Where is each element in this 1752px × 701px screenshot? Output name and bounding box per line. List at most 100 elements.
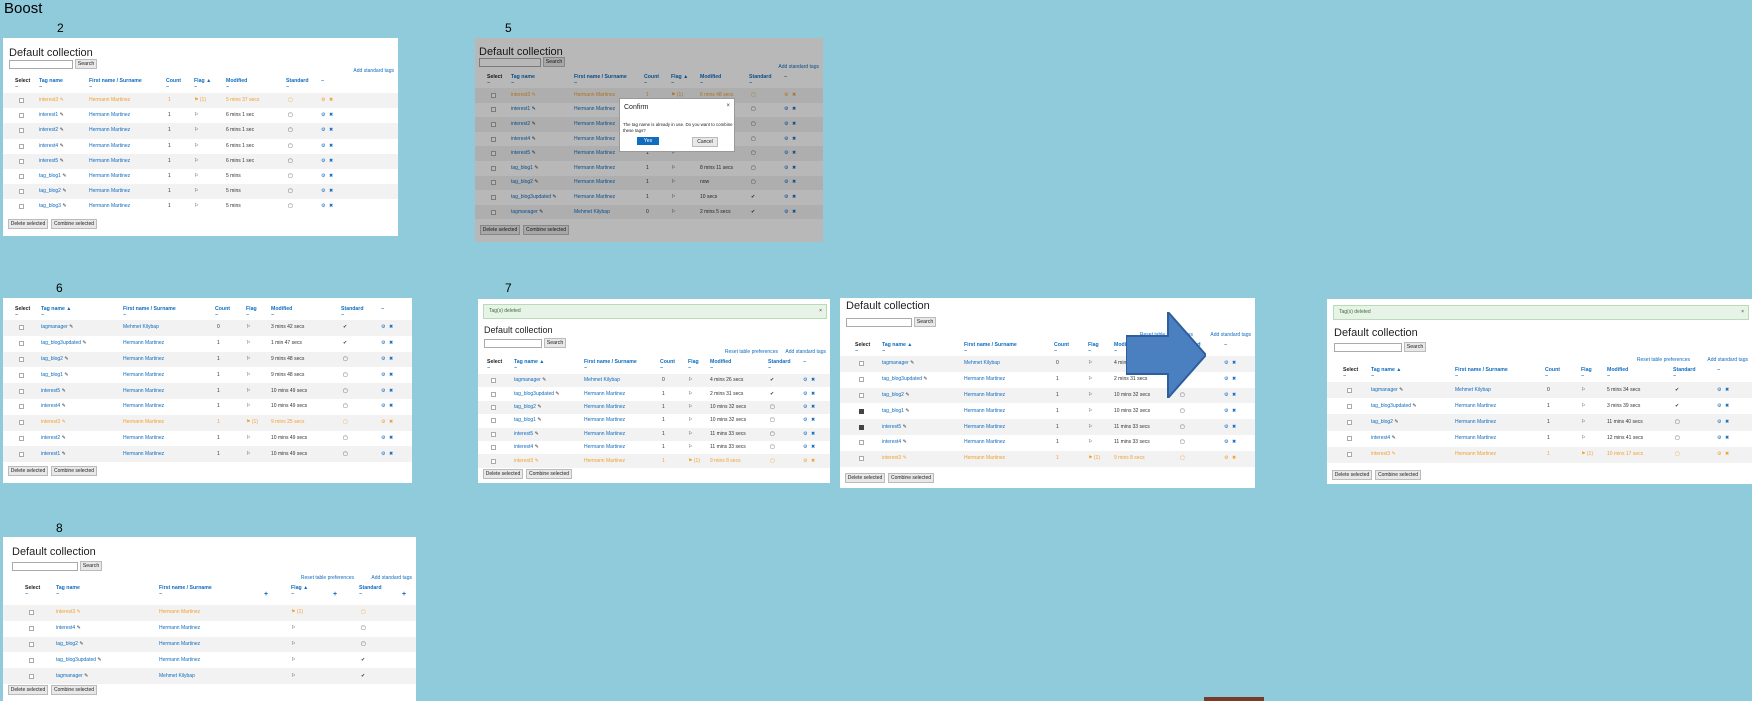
pencil-icon[interactable]: ✎ bbox=[96, 656, 102, 663]
col-count-header[interactable]: Count − bbox=[215, 306, 230, 318]
collapse-icon[interactable]: − bbox=[514, 365, 518, 371]
pencil-icon[interactable]: ✎ bbox=[530, 150, 536, 157]
col-actions-header[interactable]: − bbox=[784, 74, 787, 80]
gear-icon[interactable]: ⚙ bbox=[784, 150, 789, 157]
pencil-icon[interactable]: ✎ bbox=[60, 188, 67, 195]
user-name-link[interactable]: Hermann Martinez bbox=[964, 439, 1006, 446]
user-name-link[interactable]: Hermann Martinez bbox=[574, 120, 616, 127]
select-checkbox[interactable] bbox=[491, 121, 496, 127]
collapse-icon[interactable]: − bbox=[660, 365, 664, 371]
col-flag-header[interactable]: Flag ▲ − bbox=[671, 74, 688, 86]
pencil-icon[interactable]: ✎ bbox=[903, 407, 910, 414]
reset-preferences-link[interactable]: Reset table preferences bbox=[1636, 357, 1690, 363]
col-tag-name-header[interactable]: Tag name − bbox=[39, 78, 63, 90]
pencil-icon[interactable]: ✎ bbox=[901, 455, 907, 462]
flag-icon[interactable]: ⚐ bbox=[1581, 386, 1586, 393]
tag-name-link[interactable]: interest4 ✎ bbox=[39, 143, 64, 149]
trash-icon[interactable]: ✖ bbox=[389, 387, 394, 394]
standard-toggle[interactable]: ▢ bbox=[751, 120, 756, 127]
standard-toggle[interactable]: ▢ bbox=[1675, 451, 1680, 458]
gear-icon[interactable]: ⚙ bbox=[1224, 407, 1229, 414]
standard-toggle[interactable]: ▢ bbox=[1180, 423, 1185, 430]
user-name-link[interactable]: Hermann Martinez bbox=[123, 340, 165, 347]
col-flag-header[interactable]: Flag ▲ − bbox=[291, 585, 308, 597]
collapse-icon[interactable]: − bbox=[39, 84, 43, 90]
close-icon[interactable]: × bbox=[1741, 309, 1744, 315]
pencil-icon[interactable]: ✎ bbox=[554, 390, 560, 397]
gear-icon[interactable]: ⚙ bbox=[321, 157, 326, 164]
standard-toggle[interactable]: ✔ bbox=[1675, 386, 1680, 393]
col-tag-name-header[interactable]: Tag name ▲ − bbox=[882, 342, 912, 354]
pencil-icon[interactable]: ✎ bbox=[67, 324, 74, 331]
user-name-link[interactable]: Mehmet Kilybap bbox=[574, 208, 610, 215]
tag-name-link[interactable]: tag_blog3updated ✎ bbox=[882, 376, 928, 382]
trash-icon[interactable]: ✖ bbox=[1725, 451, 1730, 458]
tag-name-link[interactable]: interest4 ✎ bbox=[1371, 435, 1396, 441]
pencil-icon[interactable]: ✎ bbox=[60, 173, 67, 180]
tag-name-link[interactable]: tag_blog2 ✎ bbox=[41, 356, 69, 362]
col-standard-header[interactable]: Standard− bbox=[359, 585, 381, 597]
select-checkbox[interactable] bbox=[859, 361, 864, 367]
tag-name-link[interactable]: tag_blog2 ✎ bbox=[56, 641, 84, 647]
collapse-icon[interactable]: − bbox=[123, 312, 127, 318]
gear-icon[interactable]: ⚙ bbox=[381, 387, 386, 394]
standard-toggle[interactable]: ▢ bbox=[361, 640, 366, 647]
user-name-link[interactable]: Hermann Martinez bbox=[123, 355, 165, 362]
pencil-icon[interactable]: ✎ bbox=[530, 106, 536, 113]
standard-toggle[interactable]: ✔ bbox=[770, 390, 775, 397]
gear-icon[interactable]: ⚙ bbox=[784, 164, 789, 171]
pencil-icon[interactable]: ✎ bbox=[82, 672, 89, 679]
tag-name-link[interactable]: interest4 ✎ bbox=[511, 136, 536, 142]
flag-icon[interactable]: ⚐ bbox=[246, 450, 251, 457]
tag-name-link[interactable]: tag_blog3updated ✎ bbox=[1371, 403, 1417, 409]
tag-name-link[interactable]: interest5 ✎ bbox=[882, 424, 907, 430]
tag-name-link[interactable]: tag_blog1 ✎ bbox=[41, 372, 69, 378]
pencil-icon[interactable]: ✎ bbox=[81, 340, 87, 347]
flag-icon[interactable]: ⚐ bbox=[688, 417, 693, 424]
combine-selected-button[interactable]: Combine selected bbox=[1375, 470, 1421, 480]
col-actions-header[interactable]: − bbox=[803, 359, 806, 365]
gear-icon[interactable]: ⚙ bbox=[784, 120, 789, 127]
gear-icon[interactable]: ⚙ bbox=[381, 403, 386, 410]
collapse-icon[interactable]: − bbox=[511, 80, 515, 86]
combine-selected-button[interactable]: Combine selected bbox=[51, 685, 97, 695]
standard-toggle[interactable]: ▢ bbox=[288, 142, 293, 149]
flag-icon[interactable]: ⚐ bbox=[194, 127, 199, 134]
select-checkbox[interactable] bbox=[491, 136, 496, 142]
user-name-link[interactable]: Hermann Martinez bbox=[89, 157, 131, 164]
user-name-link[interactable]: Mehmet Kilybap bbox=[123, 324, 159, 331]
select-checkbox[interactable] bbox=[19, 388, 24, 394]
delete-selected-button[interactable]: Delete selected bbox=[845, 473, 885, 483]
flag-icon[interactable]: ⚐ bbox=[194, 188, 199, 195]
tag-name-link[interactable]: interest3 ✎ bbox=[514, 458, 539, 464]
user-name-link[interactable]: Hermann Martinez bbox=[584, 457, 626, 464]
trash-icon[interactable]: ✖ bbox=[1232, 376, 1237, 383]
pencil-icon[interactable]: ✎ bbox=[75, 625, 81, 632]
trash-icon[interactable]: ✖ bbox=[389, 324, 394, 331]
user-name-link[interactable]: Hermann Martinez bbox=[123, 387, 165, 394]
flag-icon[interactable]: ⚐ bbox=[1088, 391, 1093, 398]
delete-selected-button[interactable]: Delete selected bbox=[1332, 470, 1372, 480]
user-name-link[interactable]: Hermann Martinez bbox=[584, 444, 626, 451]
gear-icon[interactable]: ⚙ bbox=[381, 450, 386, 457]
add-standard-tags-link[interactable]: Add standard tags bbox=[785, 349, 826, 355]
add-column-icon[interactable]: + bbox=[333, 591, 338, 598]
pencil-icon[interactable]: ✎ bbox=[908, 360, 915, 367]
close-icon[interactable]: × bbox=[726, 103, 730, 109]
tag-name-link[interactable]: interest5 ✎ bbox=[41, 388, 66, 394]
collapse-icon[interactable]: − bbox=[226, 84, 230, 90]
gear-icon[interactable]: ⚙ bbox=[381, 340, 386, 347]
flag-icon[interactable]: ⚐ bbox=[246, 371, 251, 378]
standard-toggle[interactable]: ▢ bbox=[343, 450, 348, 457]
gear-icon[interactable]: ⚙ bbox=[803, 417, 808, 424]
pencil-icon[interactable]: ✎ bbox=[58, 142, 64, 149]
pencil-icon[interactable]: ✎ bbox=[62, 355, 69, 362]
pencil-icon[interactable]: ✎ bbox=[535, 417, 542, 424]
user-name-link[interactable]: Hermann Martinez bbox=[584, 390, 626, 397]
user-name-link[interactable]: Hermann Martinez bbox=[89, 203, 131, 210]
pencil-icon[interactable]: ✎ bbox=[1390, 451, 1396, 458]
select-checkbox[interactable] bbox=[19, 341, 24, 347]
add-standard-tags-link[interactable]: Add standard tags bbox=[778, 64, 819, 70]
trash-icon[interactable]: ✖ bbox=[1725, 418, 1730, 425]
tag-name-link[interactable]: tagmanager ✎ bbox=[511, 209, 543, 215]
